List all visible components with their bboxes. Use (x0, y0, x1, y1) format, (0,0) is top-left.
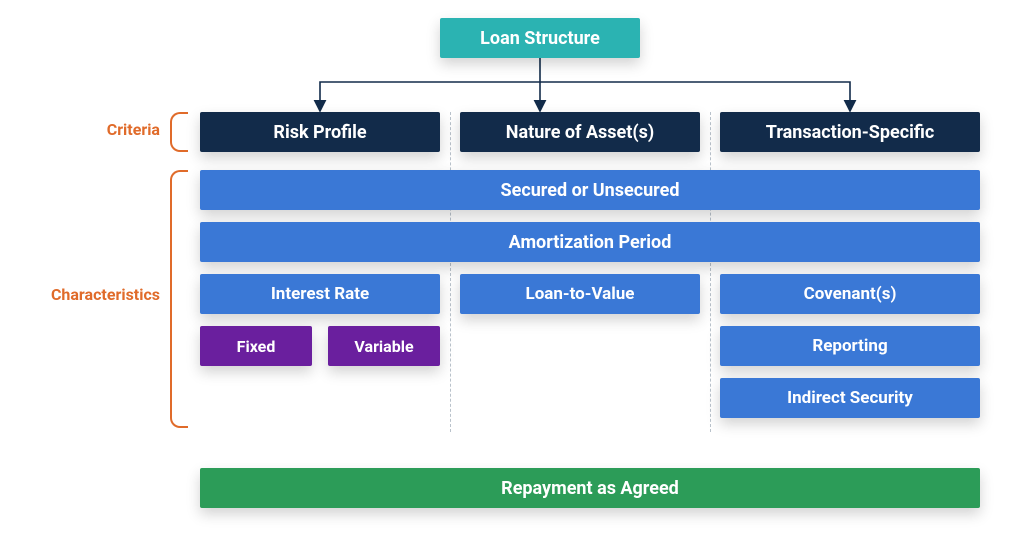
characteristic-box-ltv: Loan-to-Value (460, 274, 700, 314)
characteristic-box-interest-rate: Interest Rate (200, 274, 440, 314)
characteristic-band-secured: Secured or Unsecured (200, 170, 980, 210)
column-divider-1 (450, 112, 451, 432)
column-divider-2 (710, 112, 711, 432)
footer-box-repayment: Repayment as Agreed (200, 468, 980, 508)
criteria-box-risk-profile: Risk Profile (200, 112, 440, 152)
characteristic-box-reporting: Reporting (720, 326, 980, 366)
criteria-box-transaction-specific: Transaction-Specific (720, 112, 980, 152)
sub-box-fixed: Fixed (200, 326, 312, 366)
criteria-box-nature-of-assets: Nature of Asset(s) (460, 112, 700, 152)
characteristic-band-amortization: Amortization Period (200, 222, 980, 262)
side-label-characteristics: Characteristics (20, 285, 160, 304)
characteristic-box-indirect-security: Indirect Security (720, 378, 980, 418)
bracket-characteristics (170, 170, 188, 428)
side-label-criteria: Criteria (20, 120, 160, 139)
bracket-criteria (170, 112, 188, 152)
sub-box-variable: Variable (328, 326, 440, 366)
characteristic-box-covenants: Covenant(s) (720, 274, 980, 314)
connector-arrows (0, 0, 1024, 541)
root-box-loan-structure: Loan Structure (440, 18, 640, 58)
